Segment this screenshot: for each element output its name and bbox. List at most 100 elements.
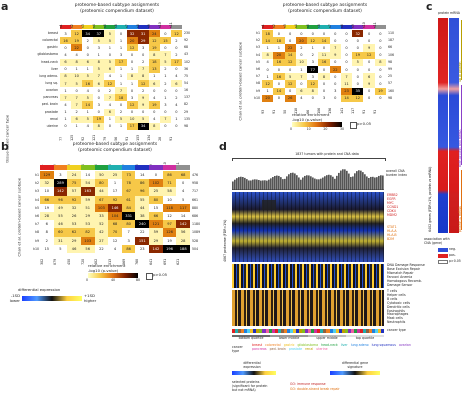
grid-cell: 51	[80, 203, 95, 212]
grid-cell: 22	[329, 65, 341, 74]
gene-label: Cytotoxic cells	[387, 300, 411, 305]
cna-bar	[240, 176, 242, 190]
cancer-type-swatch	[302, 329, 306, 333]
cna-bar	[328, 174, 330, 190]
subtype-color-swatch	[126, 25, 138, 29]
cna-bar	[332, 176, 334, 190]
grid-cell: 14	[284, 51, 296, 59]
cancer-type-swatch	[381, 329, 385, 333]
subtype-color-swatch	[115, 25, 127, 29]
grid-cell: 0	[137, 51, 149, 59]
grid-cell: 5	[82, 94, 94, 102]
grid-cell: 2	[115, 108, 127, 116]
legend-tick: 40	[111, 278, 116, 282]
grid-cell: 151	[135, 236, 150, 245]
grid-cell: 6	[60, 58, 72, 66]
grid-cell: 56	[80, 244, 95, 253]
cancer-type-swatch	[366, 329, 370, 333]
panel-d-top-bracket	[232, 158, 386, 161]
grid-cell: 0	[273, 94, 285, 102]
grid-cell: 53	[67, 220, 81, 229]
subtype-color-swatch	[352, 25, 364, 29]
subtype-color-swatch	[148, 25, 160, 29]
cancer-type-swatch	[265, 329, 269, 333]
grid-cell: 6	[148, 79, 160, 88]
panel-b-title: proteome-based subtype assignments (prot…	[72, 142, 158, 153]
grid-cell: 9	[329, 51, 341, 59]
panel-d-cna-label: overall CNA burden index	[386, 169, 408, 177]
quartile-label: bottom quartile	[232, 335, 270, 341]
legend-tick: 80	[136, 278, 141, 282]
grid-cell: 1	[148, 72, 160, 80]
grid-cell: 1	[82, 108, 94, 116]
grid-cell: 4	[170, 101, 182, 109]
col-label: s2	[69, 24, 74, 28]
legend-tick: 20	[323, 127, 328, 131]
grid-cell: 14	[80, 171, 95, 180]
col-label: 720	[80, 258, 85, 265]
row-label: k10	[254, 95, 260, 100]
cancer-type-swatch	[356, 329, 360, 333]
gene-label: Dendritic cells	[387, 304, 410, 309]
subtype-color-swatch	[318, 25, 330, 29]
grid-cell: 6	[363, 73, 375, 81]
panel-a-left-col-names: s1 s2 s3 s4 s5 s6 s7 s8 s9 s10 s11	[59, 17, 182, 28]
cna-bar	[336, 175, 338, 190]
grid-cell: 0	[340, 65, 353, 74]
panel-c-side-bar-1	[461, 20, 462, 80]
diff-legend-gradient	[22, 296, 82, 301]
cancer-type-swatch	[256, 329, 260, 333]
panel-d-quartiles: bottom quartile lower middle upper middle t…	[232, 335, 384, 341]
row-label: 99	[388, 66, 393, 71]
panel-d-cancer-type-legend: breast colorectal gastric glioblastoma head-…	[252, 343, 427, 352]
cancer-type-legend-item: renal	[305, 346, 314, 351]
cna-bar	[266, 180, 268, 190]
grid-cell: 2	[137, 87, 149, 95]
panel-d-letter: d	[219, 140, 227, 153]
col-label: 93	[260, 109, 265, 114]
grid-cell: 2	[71, 108, 83, 116]
grid-cell: 0	[126, 87, 138, 95]
panel-a-legend-ns-box	[350, 122, 357, 129]
grid-cell: 5	[352, 58, 364, 66]
gene-label: EGFR	[387, 196, 396, 201]
gene-label: T cells	[387, 289, 398, 293]
diff-legend-title: differential expression	[18, 287, 61, 292]
col-label: 117	[350, 107, 355, 114]
panel-d-cancer-type-label: cancer type	[387, 328, 406, 332]
row-label: 160	[388, 88, 395, 93]
panel-c-assoc-pos-swatch	[438, 254, 448, 258]
grid-cell: 3	[126, 94, 138, 102]
subtype-color-swatch	[137, 25, 149, 29]
gene-label: ERBB2	[387, 193, 398, 197]
grid-cell: 0	[148, 108, 160, 116]
cna-bar	[358, 170, 360, 190]
grid-cell: 66	[40, 195, 54, 204]
grid-cell: 8	[40, 228, 54, 237]
grid-cell: 5	[104, 30, 116, 38]
cancer-type-legend-item: breast	[252, 343, 263, 347]
grid-cell: 22	[94, 244, 109, 253]
grid-cell: 0	[137, 108, 149, 116]
cna-bar	[264, 180, 266, 190]
col-label: s7	[328, 24, 333, 28]
grid-cell: 1	[126, 79, 138, 88]
cna-bar	[308, 175, 310, 190]
grid-cell: 34	[82, 30, 94, 38]
row-label: k7	[256, 74, 260, 79]
row-label: 82	[184, 102, 189, 107]
cna-bar	[278, 175, 280, 190]
panel-a-legend-ticks: 0 10 20 30	[290, 127, 344, 134]
cancer-type-swatch	[335, 329, 339, 333]
col-label: s3	[80, 24, 85, 28]
cancer-type-swatch	[232, 329, 236, 333]
grid-cell: 289	[53, 179, 68, 188]
grid-cell: 19	[374, 87, 386, 95]
cancer-type-legend-item: gastric	[283, 343, 295, 347]
grid-cell: 1	[104, 115, 116, 123]
cancer-type-swatch	[359, 329, 364, 333]
cna-bar	[242, 177, 244, 190]
panel-c-header-left: protein	[438, 11, 450, 15]
grid-cell: 0	[159, 122, 171, 130]
grid-cell: 9	[137, 94, 149, 102]
